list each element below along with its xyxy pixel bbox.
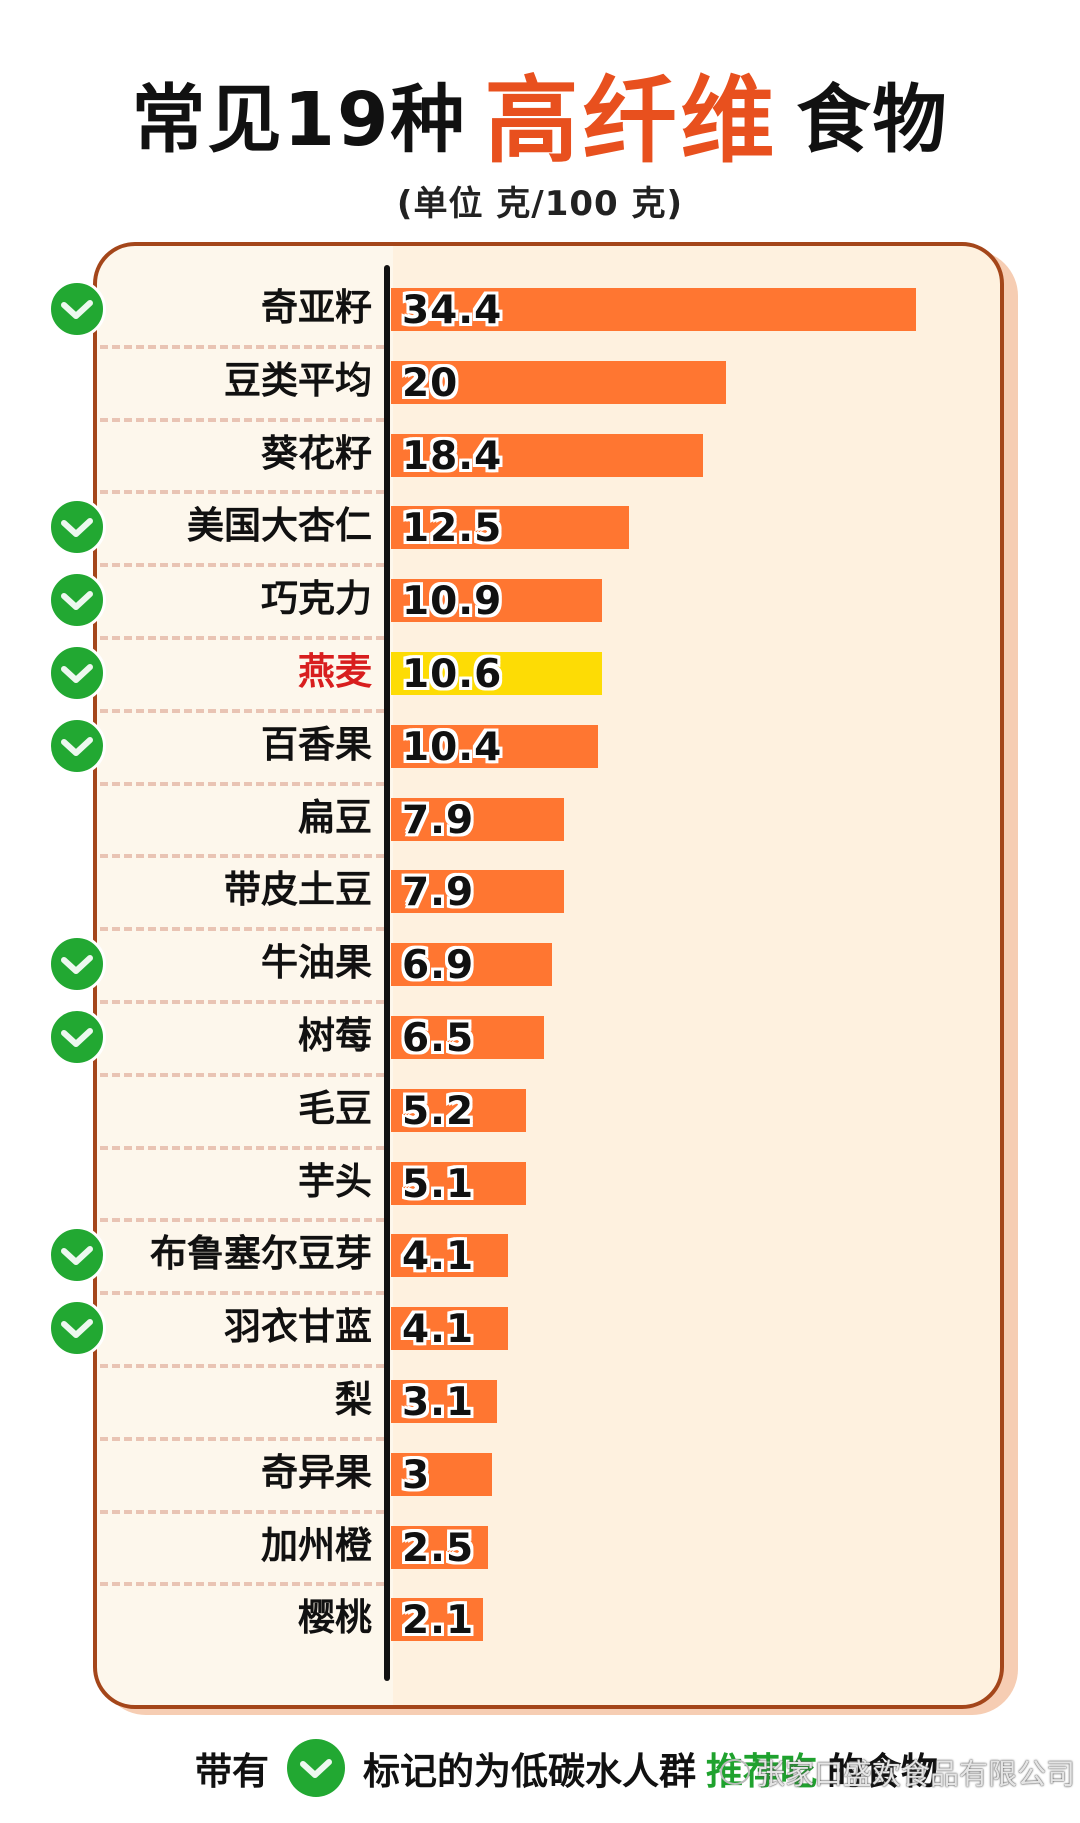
bar xyxy=(391,1380,497,1423)
value-label: 34.4 xyxy=(402,288,503,333)
bar xyxy=(391,506,629,549)
row-divider xyxy=(100,345,384,349)
value-label: 3.1 xyxy=(402,1380,475,1425)
footer-text-middle: 标记的为低碳水人群 xyxy=(363,1750,696,1793)
row-divider xyxy=(100,490,384,494)
title-suffix: 食物 xyxy=(796,76,949,163)
wechat-icon xyxy=(720,1759,750,1785)
bar xyxy=(391,798,564,841)
category-label: 树莓 xyxy=(298,1014,372,1057)
category-label: 羽衣甘蓝 xyxy=(224,1305,372,1348)
bar xyxy=(391,1307,508,1350)
value-label: 18.4 xyxy=(402,434,503,479)
category-label: 布鲁塞尔豆芽 xyxy=(150,1232,372,1275)
row-divider xyxy=(100,1073,384,1077)
check-circle-icon xyxy=(48,644,106,702)
value-label: 4.1 xyxy=(402,1307,475,1352)
footer-text-after: 的食物 xyxy=(827,1750,938,1793)
watermark-text: 张家口盛欢食品有限公司 xyxy=(756,1757,1076,1791)
value-label: 5.1 xyxy=(402,1162,475,1207)
category-label: 牛油果 xyxy=(261,941,372,984)
bar xyxy=(391,1016,544,1059)
row-divider xyxy=(100,1437,384,1441)
bar xyxy=(391,288,916,331)
check-circle-icon xyxy=(48,498,106,556)
check-circle-icon xyxy=(48,1008,106,1066)
bar xyxy=(391,943,552,986)
chart-subtitle: (单位 克/100 克) xyxy=(396,184,684,224)
legend-footer: 带有 标记的为低碳水人群 推荐吃 的食物 xyxy=(195,1738,938,1798)
bar xyxy=(391,361,726,404)
row-divider xyxy=(100,563,384,567)
row-divider xyxy=(100,1582,384,1586)
category-label: 巧克力 xyxy=(261,577,372,620)
row-divider xyxy=(100,636,384,640)
bar xyxy=(391,1089,526,1132)
value-label: 10.6 xyxy=(402,652,503,697)
category-label: 豆类平均 xyxy=(224,359,372,402)
check-circle-icon xyxy=(48,717,106,775)
check-circle-icon xyxy=(287,1739,345,1797)
check-circle-icon xyxy=(48,280,106,338)
row-divider xyxy=(100,418,384,422)
value-label: 20 xyxy=(402,361,459,406)
value-label: 6.9 xyxy=(402,943,475,988)
value-label: 4.1 xyxy=(402,1234,475,1279)
row-divider xyxy=(100,1218,384,1222)
bar xyxy=(391,1526,488,1569)
row-divider xyxy=(100,927,384,931)
bar xyxy=(391,725,598,768)
title-highlight: 高纤维 xyxy=(484,67,779,176)
row-divider xyxy=(100,1364,384,1368)
value-label: 2.1 xyxy=(402,1598,475,1643)
bar xyxy=(391,1234,508,1277)
category-label: 樱桃 xyxy=(298,1596,372,1639)
category-label: 燕麦 xyxy=(298,650,372,693)
value-label: 5.2 xyxy=(402,1089,475,1134)
category-label: 美国大杏仁 xyxy=(187,504,372,547)
row-divider xyxy=(100,1510,384,1514)
category-label: 加州橙 xyxy=(261,1524,372,1567)
check-circle-icon xyxy=(48,935,106,993)
y-axis-line xyxy=(384,265,390,1681)
row-divider xyxy=(100,854,384,858)
check-circle-icon xyxy=(48,1299,106,1357)
category-label: 梨 xyxy=(335,1378,372,1421)
value-label: 7.9 xyxy=(402,798,475,843)
bar xyxy=(391,1453,492,1496)
value-label: 10.4 xyxy=(402,725,503,770)
row-divider xyxy=(100,1000,384,1004)
category-label: 奇亚籽 xyxy=(261,286,372,329)
footer-text-before: 带有 xyxy=(195,1750,269,1793)
bar xyxy=(391,652,602,695)
row-divider xyxy=(100,782,384,786)
row-divider xyxy=(100,1146,384,1150)
category-label: 奇异果 xyxy=(261,1451,372,1494)
value-label: 2.5 xyxy=(402,1526,475,1571)
chart-title: 常见19种 高纤维 食物 xyxy=(0,58,1080,176)
check-circle-icon xyxy=(48,1226,106,1284)
category-label: 芋头 xyxy=(298,1160,372,1203)
value-label: 6.5 xyxy=(402,1016,475,1061)
row-divider xyxy=(100,709,384,713)
bar xyxy=(391,579,602,622)
check-circle-icon xyxy=(48,571,106,629)
category-label: 扁豆 xyxy=(298,796,372,839)
category-label: 百香果 xyxy=(261,723,372,766)
value-label: 3 xyxy=(402,1453,431,1498)
bar xyxy=(391,870,564,913)
title-prefix: 常见19种 xyxy=(131,76,467,163)
bar xyxy=(391,1598,483,1641)
value-label: 12.5 xyxy=(402,506,503,551)
category-label: 葵花籽 xyxy=(261,432,372,475)
category-label: 毛豆 xyxy=(298,1087,372,1130)
value-label: 7.9 xyxy=(402,870,475,915)
value-label: 10.9 xyxy=(402,579,503,624)
row-divider xyxy=(100,1291,384,1295)
bar xyxy=(391,1162,526,1205)
category-label: 带皮土豆 xyxy=(224,868,372,911)
watermark: 张家口盛欢食品有限公司 xyxy=(720,1752,1075,1792)
bar xyxy=(391,434,703,477)
